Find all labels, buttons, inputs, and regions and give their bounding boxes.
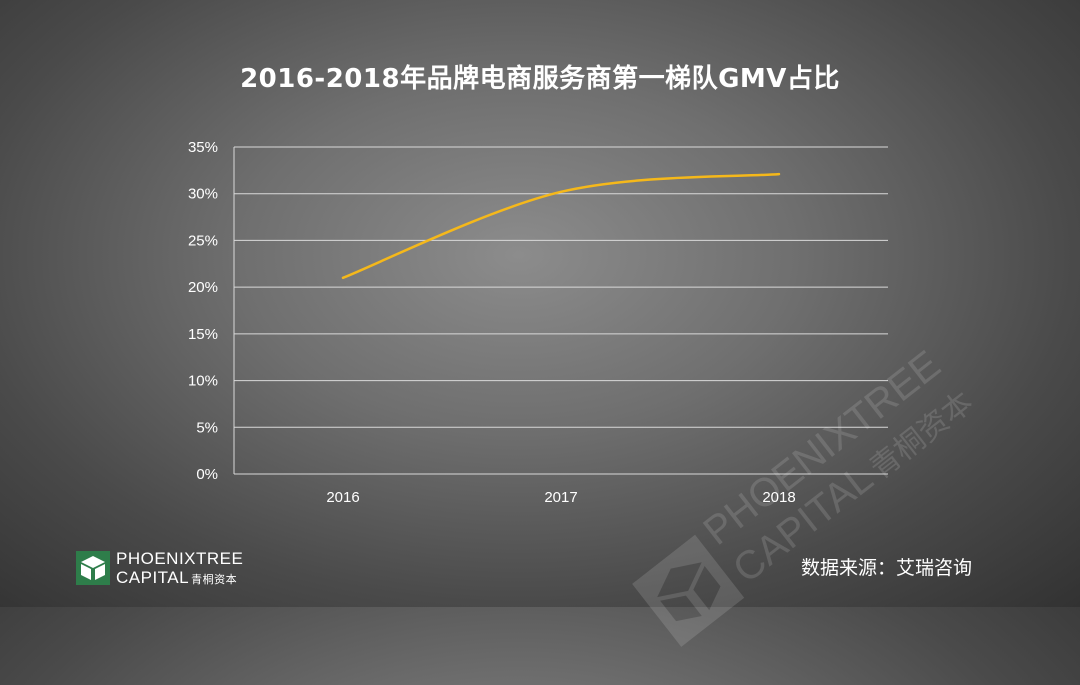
data-source: 数据来源：艾瑞咨询 [800,557,972,579]
y-tick-label: 10% [188,373,218,390]
y-tick-label: 5% [196,419,218,436]
y-tick-label: 25% [188,232,218,249]
y-tick-label: 35% [188,139,218,156]
chart-title: 2016-2018年品牌电商服务商第一梯队GMV占比 [240,64,840,94]
x-tick-label: 2018 [762,489,795,506]
y-tick-label: 15% [188,326,218,343]
logo-text-cn: 青桐资本 [191,573,238,586]
y-tick-label: 30% [188,186,218,203]
logo-text-phoenixtree: PHOENIXTREE [116,549,244,568]
line-chart: 0% 5% 10% 15% 20% 25% 30% 35% 2016 2017 2018 [188,139,888,506]
x-tick-label: 2017 [544,489,577,506]
phoenixtree-logo-icon [76,551,110,585]
y-tick-label: 20% [188,279,218,296]
logo-text-capital: CAPITAL 青桐资本 [116,568,237,588]
logo-text-capital-en: CAPITAL [116,568,190,587]
x-tick-label: 2016 [326,489,359,506]
y-tick-label: 0% [196,466,218,483]
series-line [341,172,781,280]
